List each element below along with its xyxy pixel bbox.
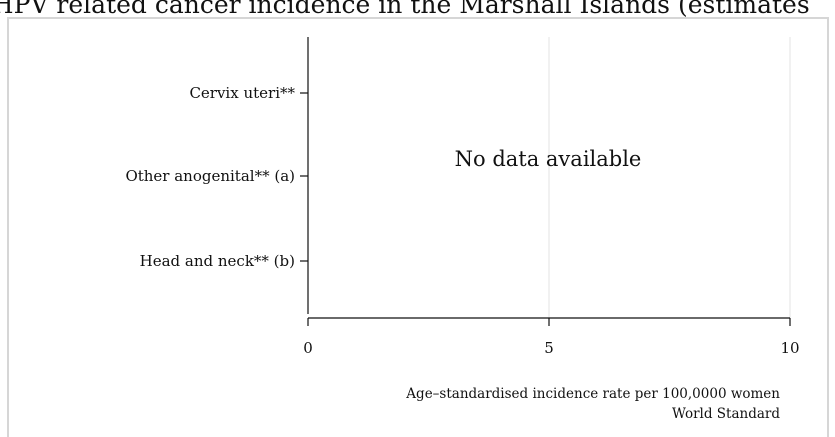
x-tick-label: 0 [303,339,313,357]
x-axis-label: Age–standardised incidence rate per 100,… [405,386,780,402]
no-data-annotation: No data available [455,147,642,171]
y-tick-label: Cervix uteri** [189,84,295,102]
x-tick-label: 5 [544,339,554,357]
y-tick-label: Other anogenital** (a) [125,167,295,185]
x-axis-label-standard: World Standard [672,406,780,422]
y-ticks: Cervix uteri** Other anogenital** (a) Head… [125,84,308,270]
gridlines [549,37,790,318]
x-tick-label: 10 [780,339,799,357]
x-ticks: 0 5 10 [303,318,799,357]
y-tick-label: Head and neck** (b) [140,252,295,270]
